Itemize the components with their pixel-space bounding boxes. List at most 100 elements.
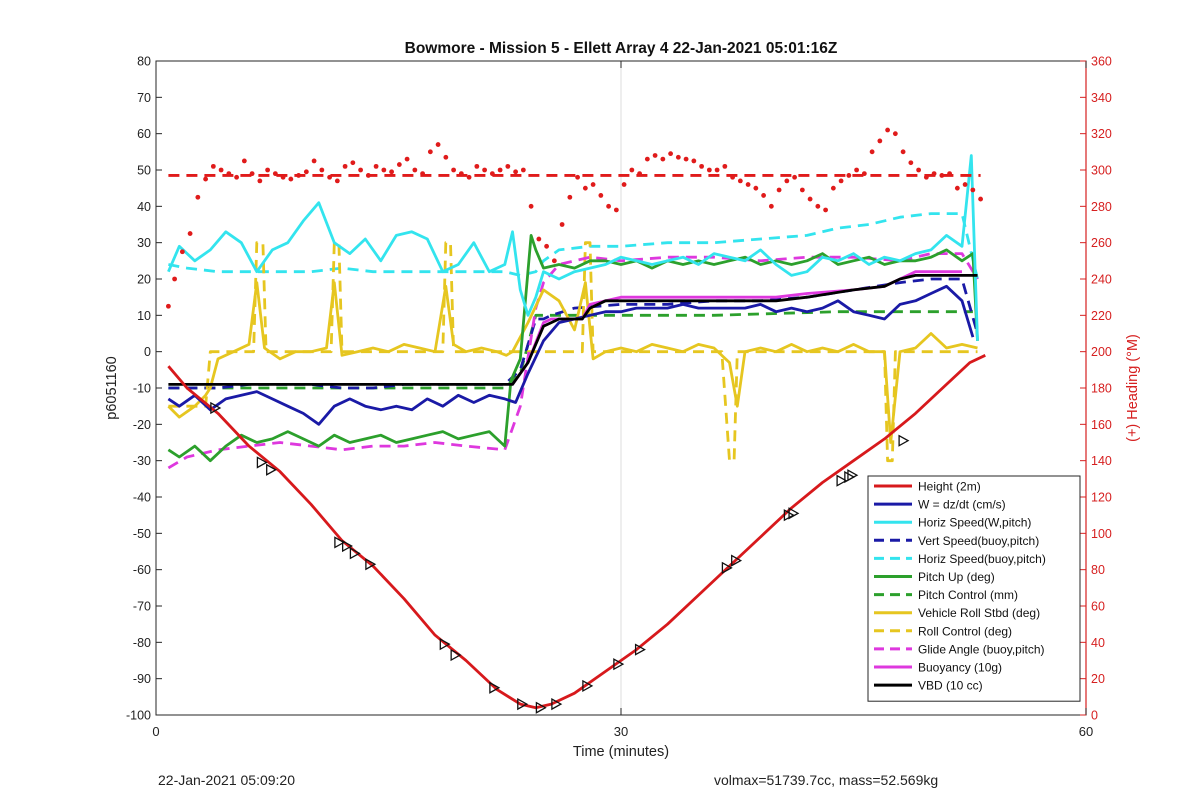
- legend-label-pitch-control-mm: Pitch Control (mm): [918, 588, 1018, 602]
- heading-point: [327, 174, 332, 180]
- heading-point: [187, 231, 193, 236]
- heading-point: [544, 243, 549, 249]
- heading-point: [606, 203, 611, 209]
- heading-point: [869, 149, 875, 155]
- data-series: [167, 154, 986, 710]
- triangle-marker: [731, 554, 743, 567]
- heading-point: [970, 187, 976, 193]
- heading-point: [166, 303, 171, 309]
- y-tick-label: 50: [137, 164, 151, 178]
- heading-point: [582, 185, 588, 191]
- heading-point: [699, 163, 704, 169]
- heading-point: [753, 185, 759, 191]
- series-line-vbd-10-cc: [168, 273, 978, 386]
- heading-tick-label: 60: [1091, 600, 1105, 614]
- heading-point: [644, 156, 650, 162]
- legend-label-height-2m: Height (2m): [918, 480, 981, 494]
- triangle-marker: [334, 536, 346, 549]
- triangle-marker: [439, 638, 451, 651]
- legend-label-buoyancy-10g: Buoyancy (10g): [918, 661, 1002, 675]
- heading-point: [443, 154, 449, 160]
- heading-point: [528, 203, 534, 209]
- heading-point: [489, 171, 495, 177]
- series-line-vehicle-roll-stbd-deg: [167, 281, 978, 444]
- heading-point: [691, 158, 697, 164]
- heading-point: [520, 167, 526, 173]
- y-tick-label: -50: [133, 527, 151, 541]
- legend-box: [867, 475, 1081, 702]
- triangle-marker: [535, 701, 547, 714]
- triangle-marker: [341, 539, 353, 553]
- legend-label-horiz-speed-buoy-pitch: Horiz Speed(buoy,pitch): [918, 552, 1046, 566]
- heading-point: [311, 158, 317, 164]
- heading-point: [823, 207, 828, 213]
- heading-point: [590, 182, 596, 187]
- y-tick-label: -30: [133, 454, 151, 468]
- heading-point: [683, 156, 689, 162]
- y-tick-label: -10: [133, 382, 151, 396]
- heading-point: [900, 149, 906, 155]
- series-line-w-dz-dt-cm-s: [167, 284, 975, 426]
- series-line-pitch-control-mm: [168, 310, 973, 390]
- heading-tick-label: 80: [1091, 563, 1105, 577]
- heading-point: [714, 167, 720, 173]
- heading-point: [280, 174, 286, 180]
- series-line-height-2m: [167, 354, 986, 710]
- heading-point: [931, 171, 937, 177]
- heading-point: [218, 167, 224, 173]
- heading-point: [350, 160, 356, 166]
- heading-point: [195, 194, 201, 200]
- triangle-marker: [450, 648, 462, 662]
- legend-label-w-dz-dt-cm-s: W = dz/dt (cm/s): [918, 498, 1006, 512]
- heading-point: [303, 169, 309, 175]
- y-tick-label: 40: [137, 200, 151, 214]
- x-tick-label: 60: [1079, 724, 1093, 739]
- heading-point: [466, 174, 472, 180]
- heading-point: [265, 167, 270, 173]
- heading-point: [551, 258, 557, 264]
- heading-tick-label: 160: [1091, 418, 1112, 432]
- legend-label-pitch-up-deg: Pitch Up (deg): [918, 570, 995, 584]
- legend-label-horiz-speed-w-pitch: Horiz Speed(W,pitch): [918, 516, 1031, 530]
- heading-point: [505, 163, 511, 169]
- y-tick-label: -90: [133, 672, 151, 686]
- heading-point: [451, 167, 456, 173]
- y-tick-label: 0: [144, 345, 151, 359]
- x-tick-label: 30: [614, 724, 628, 739]
- heading-point: [474, 163, 480, 169]
- y-tick-label: -70: [133, 600, 151, 614]
- heading-point: [815, 203, 821, 209]
- heading-point: [497, 167, 503, 173]
- heading-point: [226, 171, 232, 177]
- heading-point: [210, 163, 216, 169]
- heading-point: [482, 167, 487, 173]
- heading-point: [234, 174, 240, 180]
- series-line-horiz-speed-w-pitch: [167, 154, 979, 341]
- legend-label-vbd-10-cc: VBD (10 cc): [918, 679, 983, 693]
- heading-point: [792, 174, 797, 180]
- series-line-roll-control-deg: [168, 241, 978, 463]
- heading-point: [288, 176, 294, 182]
- heading-point: [404, 156, 410, 162]
- heading-point: [373, 163, 379, 169]
- triangle-marker: [551, 697, 563, 711]
- triangle-marker: [634, 643, 646, 656]
- heading-tick-label: 240: [1091, 273, 1112, 287]
- heading-tick-label: 300: [1091, 164, 1112, 178]
- heading-point: [621, 182, 627, 187]
- heading-tick-label: 40: [1091, 636, 1105, 650]
- heading-tick-label: 140: [1091, 454, 1112, 468]
- heading-point: [768, 203, 774, 209]
- triangle-marker: [836, 474, 848, 487]
- heading-point: [838, 178, 844, 184]
- y-tick-label: 20: [137, 273, 151, 287]
- heading-point: [296, 173, 301, 178]
- heading-point: [846, 173, 852, 178]
- heading-point: [830, 185, 836, 191]
- heading-point: [730, 174, 735, 180]
- heading-tick-label: 0: [1091, 709, 1098, 723]
- heading-point: [962, 182, 968, 187]
- heading-tick-label: 100: [1091, 527, 1112, 541]
- heading-point: [660, 156, 666, 162]
